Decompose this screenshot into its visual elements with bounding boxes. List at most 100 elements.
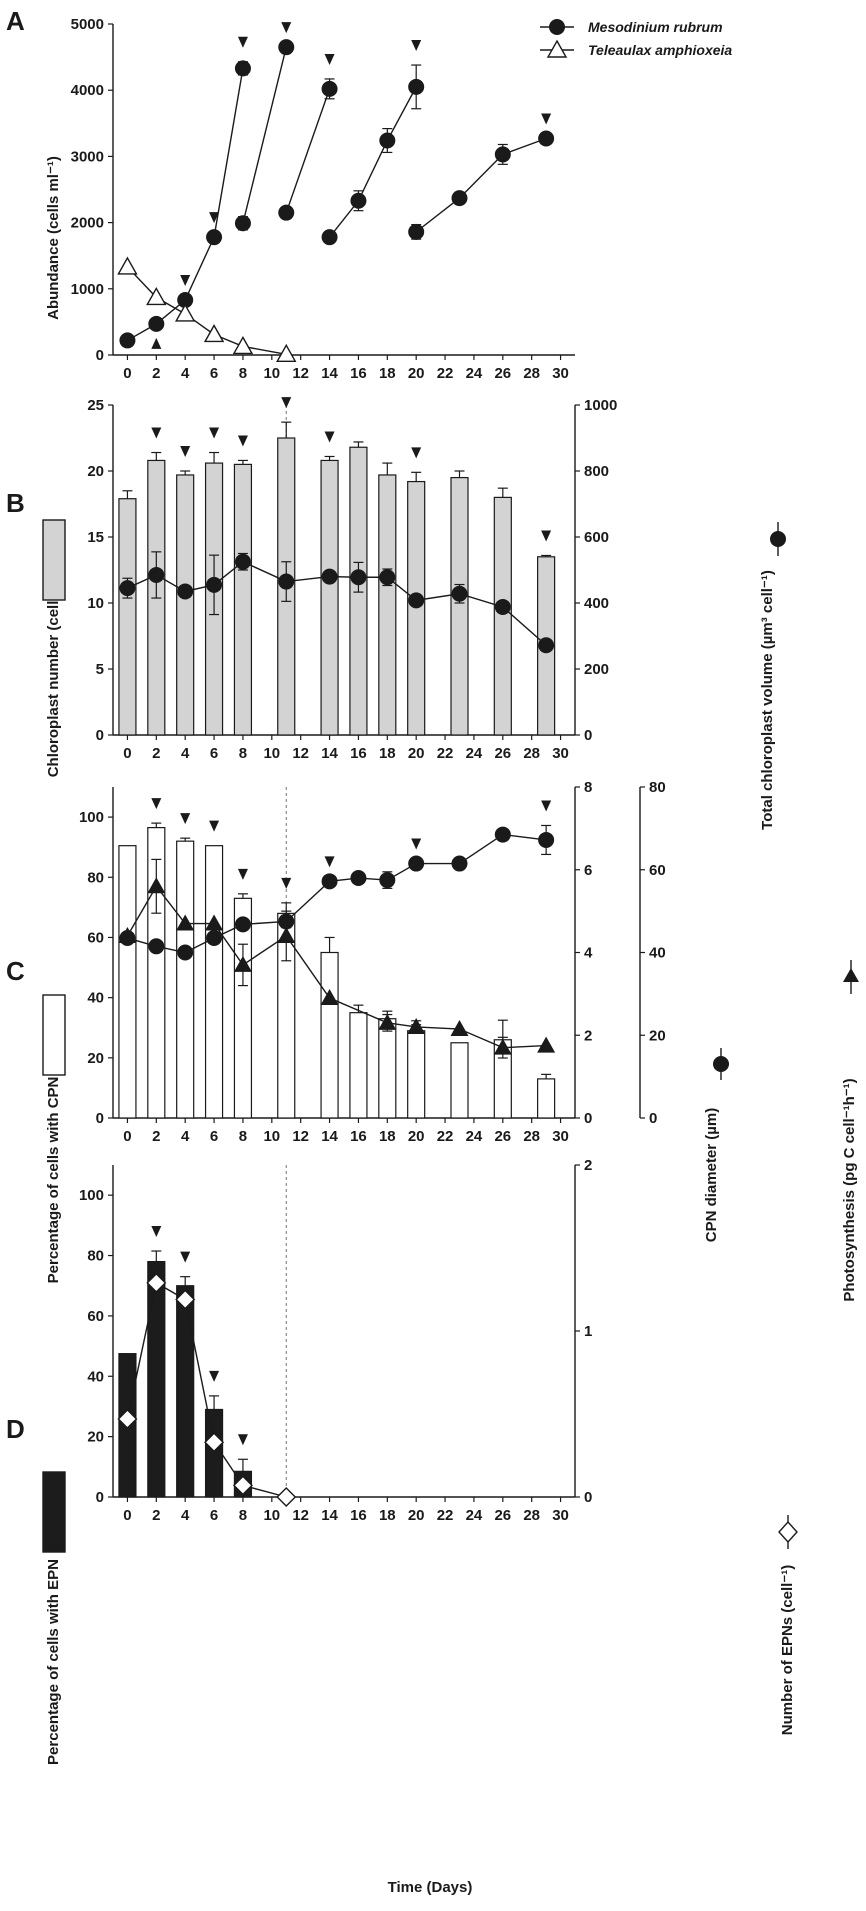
- panel-b-x-tick-label: 4: [181, 745, 190, 762]
- panel-c-x-tick-label: 20: [408, 1128, 425, 1145]
- panel-b-x-tick-label: 30: [552, 745, 569, 762]
- panel-d-right-tick-label: 0: [584, 1489, 592, 1506]
- panel-a-series-4-point: [451, 190, 468, 207]
- panel-c-series-0-point: [494, 826, 511, 843]
- panel-a-x-tick-label: 12: [292, 365, 309, 382]
- panel-b-series-0-point: [321, 568, 338, 585]
- panel-b-series-0-point: [494, 598, 511, 615]
- panel-a-series-3-point: [350, 192, 367, 209]
- panel-a-series-4-line: [415, 137, 547, 233]
- panel-d-arrow-down: [237, 1434, 248, 1446]
- panel-a-arrow-up: [151, 337, 162, 349]
- panel-b-bar: [450, 477, 469, 736]
- panel-d-y-tick-label: 40: [87, 1368, 104, 1385]
- panel-c-ylabel-right-marker: [713, 1056, 729, 1072]
- panel-c-series-0-point: [451, 855, 468, 872]
- panel-b-series-0-point: [278, 573, 295, 590]
- panel-a-x-tick-label: 2: [152, 365, 160, 382]
- panel-b-right-tick-label: 0: [584, 727, 592, 744]
- panel-a-x-tick-label: 26: [494, 365, 511, 382]
- panel-a-series-3-line: [329, 86, 417, 238]
- panel-c-series-1-point: [493, 1038, 512, 1055]
- panel-a-series-5-point: [117, 256, 138, 275]
- panel-a-arrow-down: [237, 36, 248, 48]
- panel-a-x-tick-label: 30: [552, 365, 569, 382]
- panel-d-x-tick-label: 12: [292, 1507, 309, 1524]
- panel-a-letter: A: [6, 6, 25, 36]
- panel-a-series-5-point: [232, 335, 254, 355]
- panel-c-bar: [349, 1012, 368, 1119]
- legend-teleaulax-marker: [546, 39, 568, 58]
- panel-a-x-tick-label: 18: [379, 365, 396, 382]
- panel-b-x-tick-label: 28: [523, 745, 540, 762]
- panel-c-x-tick-label: 6: [210, 1128, 218, 1145]
- panel-c-x-tick-label: 14: [321, 1128, 338, 1145]
- panel-b-series-0-point: [350, 569, 367, 586]
- panel-c-bar: [320, 951, 339, 1119]
- panel-d-x-tick-label: 30: [552, 1507, 569, 1524]
- panel-d-x-tick-label: 0: [123, 1507, 131, 1524]
- panel-d-x-tick-label: 24: [466, 1507, 483, 1524]
- panel-d-series-0-point: [276, 1487, 297, 1507]
- panel-c-x-tick-label: 24: [466, 1128, 483, 1145]
- panel-b-y-tick-label: 5: [96, 661, 104, 678]
- panel-c-right-tick-label: 6: [584, 862, 592, 879]
- panel-b-letter: B: [6, 488, 25, 518]
- panel-a-series-5-line: [126, 266, 287, 356]
- panel-d-ylabel-swatch: [42, 1471, 66, 1553]
- panel-d-x-tick-label: 26: [494, 1507, 511, 1524]
- panel-d-x-tick-label: 18: [379, 1507, 396, 1524]
- panel-c-series-1-point: [176, 914, 195, 931]
- legend-teleaulax-label: Teleaulax amphioxeia: [588, 42, 732, 58]
- panel-d-series-0-point: [146, 1272, 167, 1293]
- panel-c-series-0-point: [177, 944, 194, 961]
- panel-a-series-2-point: [278, 204, 295, 221]
- panel-b-arrow-down: [324, 431, 335, 443]
- panel-d-series-0-point: [175, 1289, 196, 1310]
- panel-c-x-tick-label: 16: [350, 1128, 367, 1145]
- panel-b-y-tick-label: 20: [87, 463, 104, 480]
- panel-c-right-tick-label: 0: [584, 1110, 592, 1127]
- panel-c-series-0-point: [234, 916, 251, 933]
- panel-b-y-tick-label: 25: [87, 397, 104, 414]
- panel-c-ylabel-right2-marker: [843, 968, 859, 982]
- panel-c-series-1-line: [126, 885, 547, 1049]
- panel-a-y-tick-label: 4000: [71, 82, 104, 99]
- panel-c-arrow-down: [541, 800, 552, 812]
- panel-c-series-0-point: [350, 870, 367, 887]
- panel-d-xlabel: Time (Days): [388, 1879, 473, 1896]
- panel-c-arrow-down: [151, 798, 162, 810]
- panel-c-y-tick-label: 60: [87, 929, 104, 946]
- panel-d-x-tick-label: 20: [408, 1507, 425, 1524]
- panel-a-x-tick-label: 8: [239, 365, 247, 382]
- panel-c-bar: [450, 1042, 469, 1119]
- panel-c-plot: 0 2 4 6 8 10 12 14 16 18 20 22 24 26 28 300204060801000…: [79, 779, 666, 1145]
- panel-d-plot: 0 2 4 6 8 10 12 14 16 18 20 22 24 26 28 300204060801000…: [79, 1157, 592, 1524]
- panel-b-bar: [118, 498, 137, 736]
- panel-b-right-tick-label: 200: [584, 661, 609, 678]
- panel-a-series-3-point: [379, 132, 396, 149]
- panel-c-x-tick-label: 2: [152, 1128, 160, 1145]
- panel-c-arrow-down: [209, 820, 220, 832]
- panel-d-bar: [147, 1260, 166, 1498]
- panel-b-bar: [233, 463, 253, 736]
- panel-b-arrow-down: [151, 427, 162, 439]
- panel-b-right-tick-label: 400: [584, 595, 609, 612]
- panel-b-series-0-point: [451, 585, 468, 602]
- panel-c-arrow-down: [281, 877, 292, 889]
- panel-c-ylabel: Percentage of cells with CPN: [45, 1077, 62, 1284]
- panel-c-bar: [176, 840, 195, 1119]
- panel-a-series-1-point: [234, 215, 251, 232]
- panel-b-x-tick-label: 6: [210, 745, 218, 762]
- panel-c-x-tick-label: 26: [494, 1128, 511, 1145]
- panel-b-x-tick-label: 16: [350, 745, 367, 762]
- panel-c-series-1-point: [407, 1017, 426, 1034]
- panel-c-x-tick-label: 8: [239, 1128, 247, 1145]
- panel-c-series-1-point: [147, 877, 166, 894]
- panel-d-x-tick-label: 10: [263, 1507, 280, 1524]
- panel-c-right2-tick-label: 20: [649, 1027, 666, 1044]
- panel-b-plot: 0 2 4 6 8 10 12 14 16 18 20 22 24 26 28 300510152025020…: [87, 397, 617, 762]
- panel-c-y-tick-label: 100: [79, 809, 104, 826]
- panel-b-ylabel-right-marker: [770, 531, 786, 547]
- panel-d-arrow-down: [209, 1370, 220, 1382]
